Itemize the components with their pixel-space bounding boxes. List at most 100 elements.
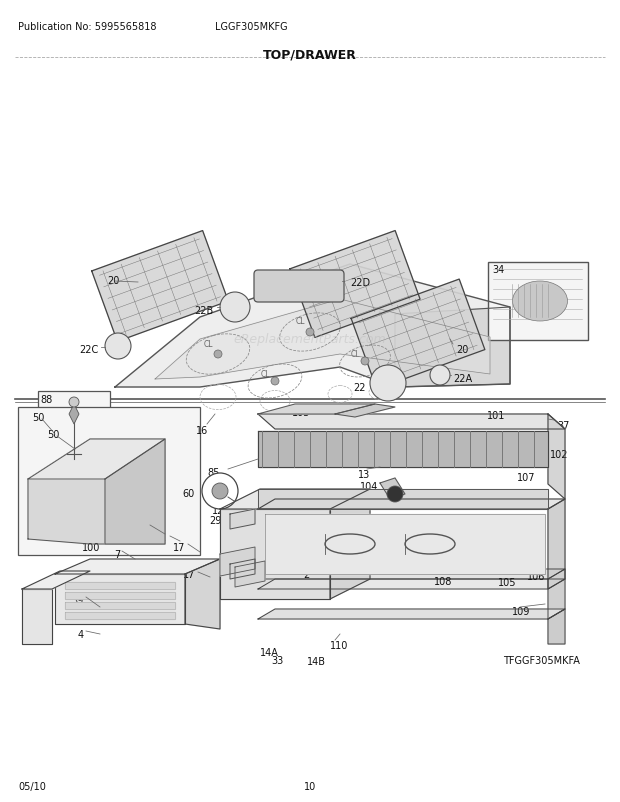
Polygon shape — [330, 489, 370, 599]
Polygon shape — [55, 559, 220, 574]
Text: 05/10: 05/10 — [18, 781, 46, 791]
Text: 10: 10 — [304, 781, 316, 791]
Circle shape — [214, 350, 222, 358]
Text: 102: 102 — [550, 449, 569, 460]
Text: 29: 29 — [210, 516, 222, 525]
Text: 12: 12 — [212, 505, 224, 516]
Ellipse shape — [513, 282, 567, 322]
Polygon shape — [258, 431, 548, 468]
Text: eReplacementParts.com: eReplacementParts.com — [234, 333, 386, 346]
Polygon shape — [548, 610, 565, 644]
Polygon shape — [22, 589, 52, 644]
Polygon shape — [548, 569, 565, 619]
Text: 17: 17 — [183, 569, 195, 579]
Polygon shape — [548, 500, 565, 589]
Text: 7: 7 — [113, 549, 120, 559]
Polygon shape — [230, 509, 255, 529]
Polygon shape — [220, 547, 255, 577]
Polygon shape — [28, 439, 165, 545]
FancyBboxPatch shape — [254, 270, 344, 302]
Polygon shape — [548, 415, 565, 500]
Bar — [38, 391, 110, 469]
Polygon shape — [258, 415, 565, 429]
Polygon shape — [258, 404, 375, 415]
Text: 13: 13 — [358, 407, 370, 416]
Text: 106: 106 — [527, 571, 546, 581]
Text: CL: CL — [203, 340, 213, 349]
Polygon shape — [115, 265, 510, 387]
Text: 60: 60 — [183, 488, 195, 498]
Text: 37: 37 — [557, 420, 569, 431]
Text: TFGGF305MKFA: TFGGF305MKFA — [503, 655, 580, 665]
Polygon shape — [220, 509, 330, 599]
Polygon shape — [258, 579, 565, 589]
Circle shape — [212, 484, 228, 500]
Text: 101: 101 — [487, 411, 505, 420]
Bar — [488, 263, 588, 341]
Polygon shape — [395, 308, 510, 387]
Polygon shape — [258, 569, 565, 579]
Circle shape — [69, 398, 79, 407]
Polygon shape — [220, 489, 370, 509]
Polygon shape — [380, 479, 405, 500]
Text: 13: 13 — [358, 469, 370, 480]
Circle shape — [271, 378, 279, 386]
Polygon shape — [235, 561, 265, 587]
Polygon shape — [335, 404, 395, 418]
Text: 17: 17 — [172, 542, 185, 553]
Text: 16: 16 — [196, 426, 208, 435]
Text: 2: 2 — [303, 569, 309, 579]
Circle shape — [387, 486, 403, 502]
Text: 50: 50 — [47, 429, 60, 439]
Text: 14A: 14A — [260, 647, 279, 657]
Polygon shape — [185, 559, 220, 630]
Polygon shape — [258, 610, 565, 619]
Text: 104: 104 — [360, 481, 378, 492]
Polygon shape — [65, 602, 175, 610]
Polygon shape — [105, 439, 165, 545]
Polygon shape — [22, 571, 90, 589]
Text: 110: 110 — [330, 640, 348, 650]
Text: 34: 34 — [492, 265, 504, 274]
Text: LGGF305MKFG: LGGF305MKFG — [215, 22, 288, 32]
Polygon shape — [351, 280, 485, 390]
Polygon shape — [55, 574, 185, 624]
Text: 14B: 14B — [307, 656, 326, 666]
Circle shape — [306, 329, 314, 337]
Circle shape — [361, 358, 369, 366]
Polygon shape — [92, 231, 228, 342]
Text: 88: 88 — [40, 395, 52, 404]
Text: Publication No: 5995565818: Publication No: 5995565818 — [18, 22, 156, 32]
Text: 81: 81 — [405, 533, 417, 542]
Text: 109: 109 — [512, 606, 530, 616]
Polygon shape — [230, 559, 255, 579]
Text: 50: 50 — [32, 412, 45, 423]
Circle shape — [430, 366, 450, 386]
Text: 14A: 14A — [129, 524, 148, 533]
Text: 33: 33 — [272, 655, 284, 665]
Text: 20A: 20A — [318, 277, 337, 288]
Text: TOP/DRAWER: TOP/DRAWER — [263, 48, 357, 61]
Text: 22: 22 — [353, 383, 366, 392]
Text: 105: 105 — [498, 577, 516, 587]
Text: 103: 103 — [292, 407, 311, 418]
Polygon shape — [28, 439, 165, 480]
Text: 14: 14 — [155, 534, 167, 545]
Text: 20: 20 — [456, 345, 468, 354]
Circle shape — [220, 293, 250, 322]
Polygon shape — [65, 582, 175, 589]
Polygon shape — [65, 612, 175, 619]
Text: 107: 107 — [517, 472, 536, 482]
Text: 85: 85 — [208, 468, 220, 477]
Text: 22A: 22A — [453, 374, 472, 383]
Text: 39: 39 — [72, 595, 84, 606]
Text: 29: 29 — [210, 567, 222, 577]
Polygon shape — [290, 231, 420, 338]
Text: 100: 100 — [82, 542, 100, 553]
Text: 22D: 22D — [350, 277, 370, 288]
Text: 8: 8 — [230, 557, 236, 567]
Polygon shape — [258, 500, 565, 509]
Polygon shape — [69, 404, 79, 424]
Polygon shape — [258, 489, 548, 509]
Text: 4: 4 — [78, 630, 84, 639]
